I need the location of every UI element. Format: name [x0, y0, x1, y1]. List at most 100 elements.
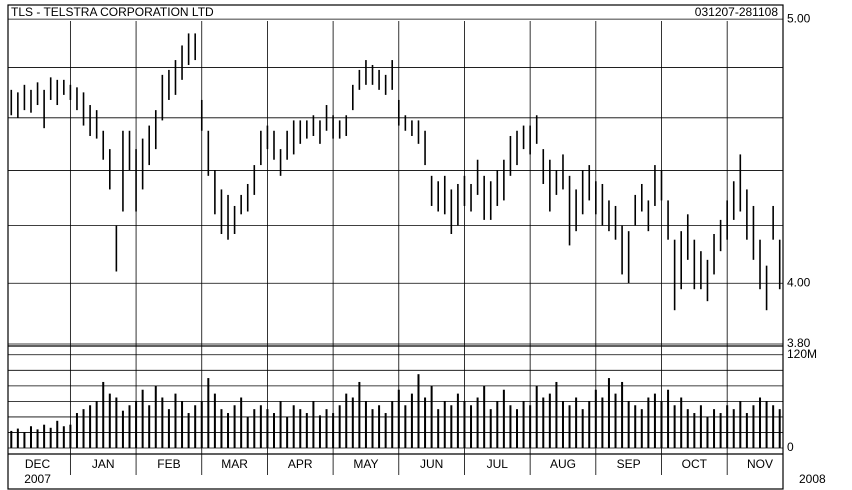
volume-bar — [102, 381, 105, 448]
x-tick-label: MAR — [221, 457, 248, 471]
volume-bar — [621, 381, 624, 448]
volume-bar — [437, 409, 440, 448]
volume-bar — [318, 415, 321, 448]
volume-bar — [233, 405, 236, 448]
volume-bar — [726, 405, 729, 448]
volume-bar — [594, 389, 597, 448]
volume-bar — [115, 397, 118, 448]
volume-bar — [213, 393, 216, 448]
volume-bar — [417, 374, 420, 448]
volume-bar — [424, 397, 427, 448]
volume-bar — [713, 409, 716, 448]
volume-bar — [759, 397, 762, 448]
volume-bar — [397, 389, 400, 448]
volume-bar — [535, 385, 538, 448]
volume-bar — [200, 401, 203, 448]
volume-bar — [653, 393, 656, 448]
volume-bar — [588, 401, 591, 448]
volume-bar — [207, 378, 210, 448]
volume-bar — [699, 405, 702, 448]
volume-bar — [640, 409, 643, 448]
volume-bar — [489, 409, 492, 448]
volume-bar — [23, 432, 26, 448]
volume-bar — [548, 393, 551, 448]
y-tick-label: 4.00 — [787, 275, 811, 289]
volume-bar — [312, 401, 315, 448]
volume-bar — [325, 409, 328, 448]
volume-bar — [305, 413, 308, 448]
volume-bar — [345, 393, 348, 448]
volume-bar — [568, 405, 571, 448]
volume-bar — [496, 401, 499, 448]
y-tick-label: 3.80 — [787, 336, 811, 350]
volume-bar — [778, 409, 781, 448]
volume-bar — [358, 381, 361, 448]
volume-bar — [364, 401, 367, 448]
volume-bar — [286, 416, 289, 448]
volume-bar — [141, 389, 144, 448]
volume-bar — [220, 409, 223, 448]
volume-bar — [430, 385, 433, 448]
volume-bar — [660, 401, 663, 448]
x-tick-label: NOV — [747, 457, 773, 471]
volume-bar — [378, 405, 381, 448]
volume-bar — [772, 405, 775, 448]
volume-bar — [581, 409, 584, 448]
volume-bar — [62, 426, 65, 448]
volume-bar — [194, 405, 197, 448]
x-tick-label: JAN — [92, 457, 115, 471]
volume-tick-label: 120M — [787, 347, 817, 361]
volume-bar — [607, 378, 610, 448]
volume-bar — [680, 397, 683, 448]
volume-bar — [529, 405, 532, 448]
volume-bar — [253, 409, 256, 448]
volume-bar — [634, 405, 637, 448]
chart-title: TLS - TELSTRA CORPORATION LTD — [11, 5, 214, 19]
volume-bar — [410, 393, 413, 448]
x-tick-label: OCT — [682, 457, 708, 471]
volume-bar — [765, 401, 768, 448]
volume-bar — [49, 427, 52, 448]
x-tick-label: JUN — [420, 457, 443, 471]
volume-bar — [404, 405, 407, 448]
x-tick-label: DEC — [25, 457, 51, 471]
volume-bar — [601, 397, 604, 448]
volume-bar — [719, 413, 722, 448]
volume-bar — [259, 405, 262, 448]
volume-bar — [693, 413, 696, 448]
volume-bar — [69, 424, 72, 448]
volume-bar — [391, 401, 394, 448]
volume-bar — [476, 397, 479, 448]
volume-bar — [706, 416, 709, 448]
volume-bar — [108, 393, 111, 448]
volume-bar — [351, 397, 354, 448]
volume-bar — [82, 409, 85, 448]
volume-bar — [89, 405, 92, 448]
volume-bar — [174, 393, 177, 448]
volume-bar — [292, 405, 295, 448]
volume-bar — [575, 397, 578, 448]
volume-bar — [128, 405, 131, 448]
y-tick-label: 5.00 — [787, 11, 811, 25]
volume-bar — [227, 413, 230, 448]
volume-bar — [673, 405, 676, 448]
volume-bar — [516, 409, 519, 448]
volume-bar — [752, 405, 755, 448]
volume-bar — [332, 413, 335, 448]
x-tick-label: FEB — [157, 457, 180, 471]
volume-bar — [121, 410, 124, 448]
volume-bar — [384, 413, 387, 448]
volume-bar — [10, 430, 13, 448]
volume-bar — [686, 409, 689, 448]
volume-bar — [36, 429, 39, 448]
volume-bar — [43, 424, 46, 448]
volume-bar — [561, 401, 564, 448]
x-tick-label: AUG — [550, 457, 576, 471]
volume-bar — [463, 401, 466, 448]
volume-bar — [154, 385, 157, 448]
volume-bar — [16, 428, 19, 448]
volume-bar — [246, 416, 249, 448]
volume-bar — [95, 401, 98, 448]
volume-bar — [745, 413, 748, 448]
volume-bar — [338, 405, 341, 448]
